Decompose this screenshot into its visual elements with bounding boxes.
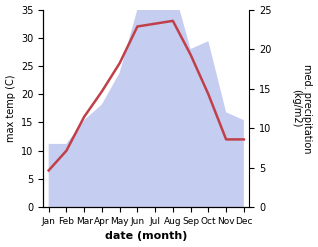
X-axis label: date (month): date (month) bbox=[105, 231, 187, 242]
Y-axis label: max temp (C): max temp (C) bbox=[5, 75, 16, 142]
Y-axis label: med. precipitation
(kg/m2): med. precipitation (kg/m2) bbox=[291, 64, 313, 153]
